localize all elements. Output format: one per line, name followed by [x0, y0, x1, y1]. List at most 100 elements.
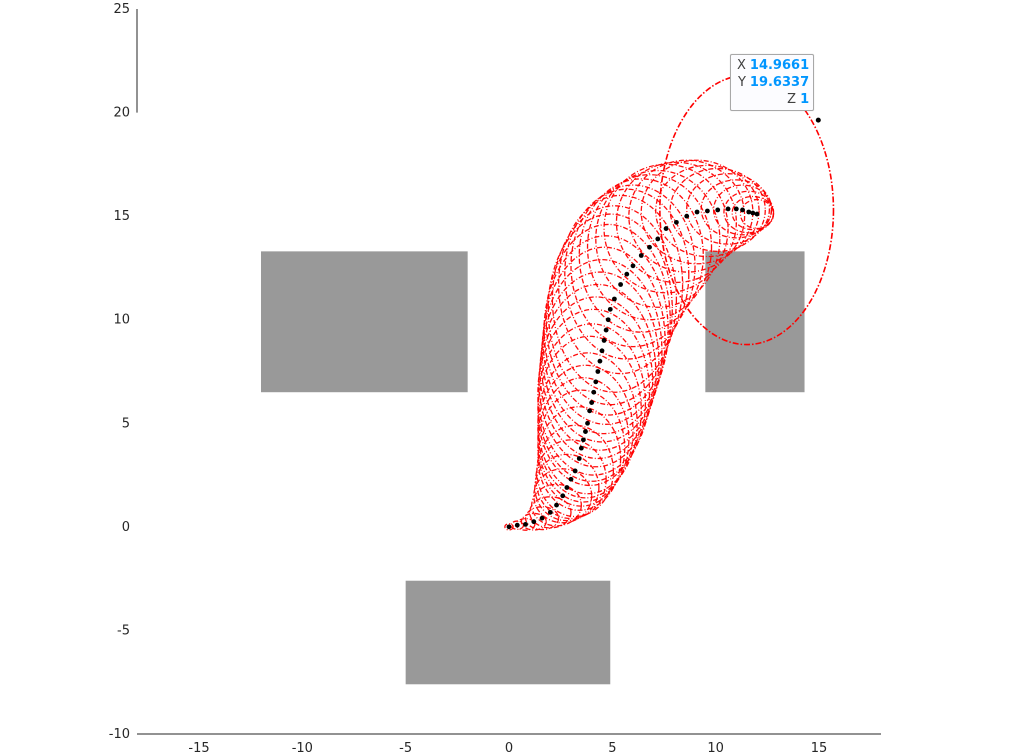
- axes: [136, 9, 881, 735]
- path-center-point: [547, 509, 553, 515]
- obstacle-1: [261, 251, 468, 393]
- trajectory-ellipse: [537, 406, 622, 511]
- trajectory-ellipse: [557, 194, 684, 375]
- obstacles: [261, 251, 805, 685]
- path-centers: [506, 206, 760, 530]
- y-tick-label: 15: [113, 209, 130, 224]
- trajectory-ellipse: [545, 223, 671, 416]
- trajectory-ellipse: [537, 364, 634, 499]
- y-tick-label: 20: [113, 106, 130, 121]
- path-center-point: [612, 296, 617, 302]
- path-center-point: [754, 211, 760, 217]
- trajectory-ellipse: [533, 468, 593, 524]
- path-center-point: [595, 369, 601, 374]
- path-center-point: [647, 244, 652, 250]
- trajectory-ellipse: [535, 439, 607, 520]
- trajectory-ellipse: [504, 523, 514, 531]
- trajectory-ellipse: [570, 184, 696, 348]
- y-tick-label: -5: [117, 623, 130, 638]
- trajectory-ellipse: [537, 377, 630, 503]
- trajectory-ellipse: [540, 271, 660, 451]
- trajectory-ellipse: [537, 352, 638, 495]
- trajectory-ellipse: [524, 506, 560, 531]
- trajectory-ellipse: [603, 163, 729, 294]
- datatip-z-value: 1: [800, 92, 810, 107]
- y-tick-label: 5: [122, 416, 130, 431]
- trajectory-ellipse: [578, 178, 704, 333]
- path-center-point: [539, 515, 545, 521]
- path-center-point: [674, 219, 679, 225]
- path-center-point: [746, 209, 752, 215]
- trajectory-ellipse: [686, 173, 771, 245]
- path-center-point: [733, 206, 739, 212]
- path-center-point: [603, 327, 609, 333]
- trajectory-ellipse: [531, 483, 582, 527]
- datatip-z-label: Z: [787, 92, 797, 107]
- path-center-point: [599, 348, 605, 354]
- path-center-point: [560, 493, 566, 499]
- y-tick-label: 10: [113, 313, 130, 328]
- trajectory-ellipse: [712, 184, 773, 236]
- trajectory-ellipse: [669, 167, 766, 253]
- trajectory-ellipse: [520, 512, 547, 531]
- path-center-point: [581, 437, 586, 443]
- x-tick-label: 0: [505, 741, 513, 756]
- y-tick-label: 25: [113, 2, 130, 17]
- final-ellipse: [659, 74, 835, 346]
- path-center-point: [597, 358, 603, 364]
- path-center-point: [578, 445, 584, 451]
- x-tick-label: -15: [188, 741, 209, 756]
- trajectory-ellipse: [539, 283, 657, 460]
- trajectory-ellipse: [537, 308, 651, 476]
- obstacle-2: [705, 251, 805, 393]
- ellipse-trajectory: [504, 74, 835, 531]
- datatip-marker[interactable]: [815, 117, 821, 123]
- trajectory-ellipse: [529, 496, 572, 529]
- path-center-point: [587, 408, 592, 414]
- path-center-point: [624, 271, 630, 277]
- path-center-point: [694, 209, 700, 215]
- trajectory-ellipse: [655, 164, 760, 258]
- path-center-point: [715, 207, 721, 213]
- path-center-point: [554, 502, 559, 508]
- path-center-point: [750, 210, 756, 216]
- path-center-point: [523, 521, 528, 527]
- path-center-point: [593, 379, 599, 385]
- trajectory-ellipse: [586, 174, 713, 321]
- path-center-point: [740, 207, 745, 213]
- path-center-point: [531, 519, 537, 525]
- path-center-point: [684, 213, 690, 219]
- trajectory-ellipse: [536, 424, 615, 518]
- datatip-x-value: 14.9661: [749, 58, 810, 73]
- datatip-y-label: Y: [737, 75, 746, 90]
- trajectory-ellipse: [537, 389, 626, 507]
- trajectory-ellipse: [595, 169, 721, 308]
- path-center-point: [638, 253, 644, 258]
- path-center-point: [576, 456, 582, 461]
- x-tick-label: -10: [292, 741, 313, 756]
- path-center-point: [589, 400, 595, 405]
- datatip-x-label: X: [737, 58, 746, 73]
- path-center-point: [655, 236, 661, 242]
- path-center-point: [572, 468, 578, 474]
- datatip-y-value: 19.6337: [749, 75, 810, 90]
- x-tick-labels: -15 -10 -5 0 5 10 15: [188, 741, 827, 756]
- path-center-point: [564, 485, 570, 490]
- trajectory-ellipse: [731, 195, 775, 231]
- path-center-point: [591, 389, 597, 395]
- trajectory-ellipse: [628, 159, 746, 273]
- path-center-point: [514, 522, 520, 528]
- y-tick-label: -10: [109, 727, 130, 742]
- trajectory-ellipse: [551, 205, 678, 393]
- trajectory-ellipse: [547, 213, 673, 406]
- y-tick-labels: -10 -5 0 5 10 15 20 25: [109, 2, 130, 742]
- x-tick-label: 10: [707, 741, 724, 756]
- path-center-point: [568, 476, 574, 482]
- trajectory-ellipse: [739, 198, 775, 230]
- path-center-point: [601, 338, 607, 343]
- path-center-point: [583, 429, 588, 434]
- path-center-point: [663, 226, 669, 231]
- path-center-point: [506, 524, 512, 530]
- trajectory-ellipse: [538, 296, 654, 468]
